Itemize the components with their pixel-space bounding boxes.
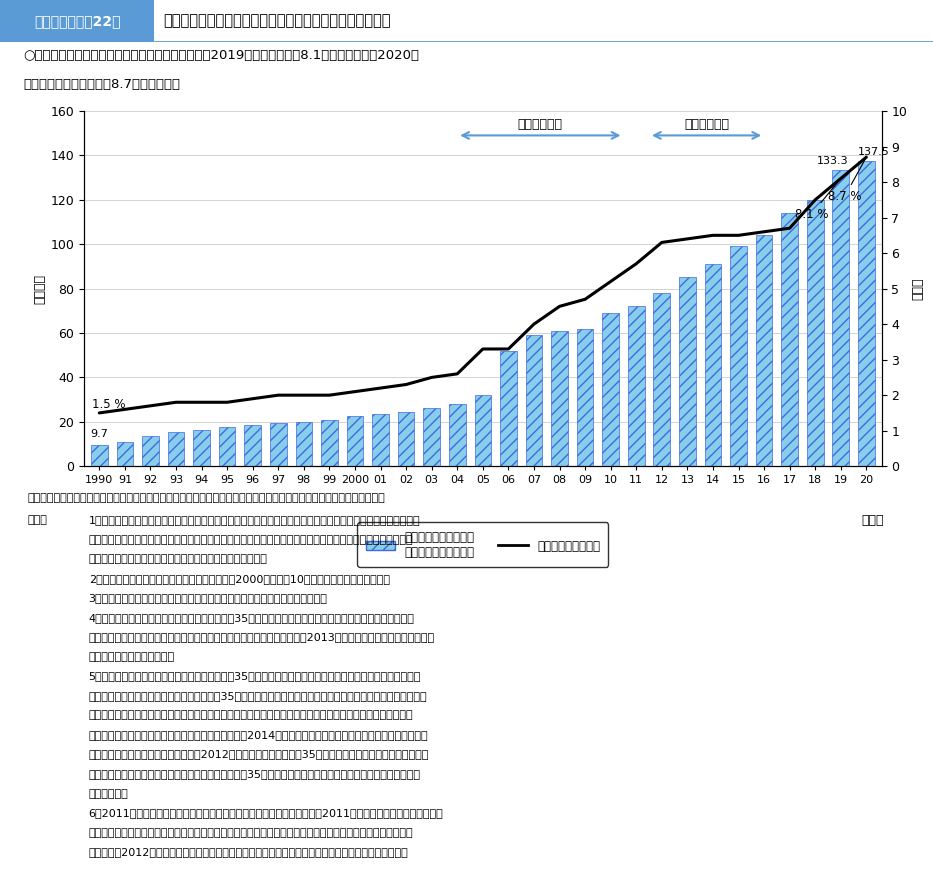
Text: 1.5 %: 1.5 % [91,398,125,410]
Bar [551,331,568,466]
Text: 4）旧定義による「雇用者数」は、就業時間が週35時間未満の雇用者数であり、「推定組織率」は、これで: 4）旧定義による「雇用者数」は、就業時間が週35時間未満の雇用者数であり、「推定… [89,613,414,622]
Bar [525,336,542,466]
Bar [321,420,338,466]
Text: （注）: （注） [28,515,48,525]
Text: 当該数値を表章している。: 当該数値を表章している。 [89,652,174,662]
Text: 短い労働者、１日の所定労働時間が同じであっても１週の所定労働日数が少ない労働者又は事業所において: 短い労働者、１日の所定労働時間が同じであっても１週の所定労働日数が少ない労働者又… [89,535,413,544]
Text: ている。なお、労働力調査において2012年以前は、就業時間が週35時間未満のうち従業上の地位が「正規: ている。なお、労働力調査において2012年以前は、就業時間が週35時間未満のうち… [89,749,429,759]
Bar [296,422,313,466]
Bar [142,436,159,466]
Bar [679,278,696,466]
Text: 1）「パートタイム労働者」とは、正社員・正職員以外で、その事業所の一般労働者より１日の所定労働時間が: 1）「パートタイム労働者」とは、正社員・正職員以外で、その事業所の一般労働者より… [89,515,420,525]
Text: 組織率旧定義: 組織率旧定義 [518,117,563,131]
Bar [193,430,210,466]
Text: 響により調査実施が困難となった岩手県、宮城県及び福島県を除いて雇用者数を公表しており、その後の補: 響により調査実施が困難となった岩手県、宮城県及び福島県を除いて雇用者数を公表して… [89,828,413,837]
Text: パートタイム労働者の労働組合員数及び推定組織率の推移: パートタイム労働者の労働組合員数及び推定組織率の推移 [163,13,391,28]
Legend: パートタイム労働者の
労働組合員数（左軸）, 推定組織率（右軸）: パートタイム労働者の 労働組合員数（左軸）, 推定組織率（右軸） [357,522,608,567]
Bar [704,265,721,466]
Text: は過去最高を更新し、8.7％となった。: は過去最高を更新し、8.7％となった。 [23,78,180,91]
Text: 業員」を除いた雇用者数に、就業時間が週35時間以上で雇用形態（勤務先での呼称による）が「パート」（い: 業員」を除いた雇用者数に、就業時間が週35時間以上で雇用形態（勤務先での呼称によ… [89,691,427,701]
Bar [219,427,235,466]
Bar [603,313,619,466]
Text: 6）2011年の「雇用者数」及び「推定組織率」については、労働力調査（2011年６月分）が東日本大震災の影: 6）2011年の「雇用者数」及び「推定組織率」については、労働力調査（2011年… [89,808,443,818]
Y-axis label: （％）: （％） [912,277,925,300]
Bar [244,425,261,466]
Bar [781,213,798,466]
Text: 133.3: 133.3 [817,155,849,166]
Text: 137.5: 137.5 [858,147,890,156]
Text: 「パートタイム労働者の労働組合員数」を除して得られた数値である。2013年までの結果の概要においては、: 「パートタイム労働者の労働組合員数」を除して得られた数値である。2013年までの… [89,632,435,642]
Text: ○　パートタイム労働者の推定組織率については、2019年は前年と同じ8.1％であったが、2020年: ○ パートタイム労働者の推定組織率については、2019年は前年と同じ8.1％であ… [23,50,419,62]
Text: 資料出所　厚生労働省「労使関係総合調査（労働組合基礎調査）」をもとに厚生労働省政策統括官付政策統括室にて作成: 資料出所 厚生労働省「労使関係総合調査（労働組合基礎調査）」をもとに厚生労働省政… [28,493,385,503]
Text: 組織率新定義: 組織率新定義 [684,117,729,131]
Bar [347,416,363,466]
Bar [475,395,491,466]
Bar [91,445,107,466]
Text: 3）「雇用者数」は、いずれも労働力調査の各年６月分の原数値を用いている。: 3）「雇用者数」は、いずれも労働力調査の各年６月分の原数値を用いている。 [89,593,327,603]
Text: の職員・従業員」である雇用者数及び就業時間が週35時間以上で雇用形態が「パート」の雇用者数を公表し: の職員・従業員」である雇用者数及び就業時間が週35時間以上で雇用形態が「パート」… [89,769,421,779]
Bar [653,293,670,466]
Bar [807,200,824,466]
Bar [168,432,185,466]
Text: パートタイマー、パート等と呼ばれている労働者をいう。: パートタイマー、パート等と呼ばれている労働者をいう。 [89,554,268,564]
Text: 完推計（2012年４月公表）においても「雇用者数」の推計値を公表していないため表章していない。: 完推計（2012年４月公表）においても「雇用者数」の推計値を公表していないため表… [89,847,409,857]
Text: 9.7: 9.7 [91,429,108,440]
Text: 2）「パートタイム労働者の労働組合員数」は、2000年までは10人未満で四捨五入している。: 2）「パートタイム労働者の労働組合員数」は、2000年までは10人未満で四捨五入… [89,574,390,583]
Bar [397,412,414,466]
Text: 5）新定義による「雇用者数」は、就業時間が週35時間未満の雇用者数から従業上の地位が「正規の職員・従: 5）新定義による「雇用者数」は、就業時間が週35時間未満の雇用者数から従業上の地… [89,671,421,681]
Text: 者の労働組合員数」を除して得られた数値である。2014年以降の結果の概要においては、当該数値を表章し: 者の労働組合員数」を除して得られた数値である。2014年以降の結果の概要において… [89,730,428,740]
Bar [500,351,517,466]
Bar [117,442,133,466]
Bar [756,235,773,466]
Bar [372,414,389,466]
Text: わゆるフルタイムパート）の雇用者数を加えた数値であり、「推定組織率」は、これで「パートタイム労働: わゆるフルタイムパート）の雇用者数を加えた数値であり、「推定組織率」は、これで「… [89,710,413,720]
Bar [731,247,746,466]
Bar [424,408,440,466]
Bar [270,423,286,466]
Text: 8.7 %: 8.7 % [828,160,865,202]
Text: （年）: （年） [862,514,884,527]
Bar [628,306,645,466]
Y-axis label: （万人）: （万人） [34,274,47,304]
Text: 8.1 %: 8.1 % [795,180,839,220]
Bar [449,404,466,466]
Bar [832,170,849,466]
Text: ていない。: ていない。 [89,789,129,798]
Bar [0,0,154,42]
Text: 第１－（３）－22図: 第１－（３）－22図 [35,14,120,28]
Bar [858,161,874,466]
Bar [577,329,593,466]
